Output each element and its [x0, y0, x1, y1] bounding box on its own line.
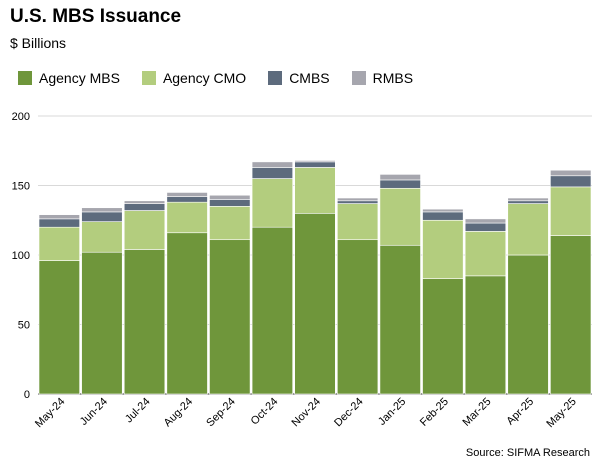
- bar-agency-cmo: [38, 226, 80, 261]
- bar-agency-mbs: [166, 232, 208, 395]
- y-tick-label: 0: [24, 389, 30, 401]
- bar-agency-cmo: [209, 206, 251, 241]
- legend-label-agency-cmo: Agency CMO: [162, 70, 247, 86]
- bar-agency-mbs: [251, 226, 293, 395]
- x-tick-label: May-25: [544, 396, 578, 430]
- x-tick-label: Jan-25: [376, 396, 408, 428]
- bar-agency-mbs: [507, 254, 549, 395]
- legend-swatch-cmbs: [268, 71, 283, 85]
- chart-title: U.S. MBS Issuance: [10, 6, 182, 27]
- bar-agency-cmo: [550, 186, 592, 236]
- bar-rmbs: [422, 208, 464, 213]
- bar-agency-mbs: [294, 213, 336, 395]
- bar-agency-cmo: [507, 203, 549, 256]
- x-tick-label: Nov-24: [290, 396, 324, 430]
- bar-agency-mbs: [379, 244, 421, 395]
- bar-agency-cmo: [166, 201, 208, 234]
- y-tick-label: 150: [12, 181, 30, 193]
- bar-rmbs: [81, 207, 123, 213]
- bar-agency-cmo: [337, 203, 379, 241]
- bar-cmbs: [251, 167, 293, 179]
- bar-rmbs: [123, 200, 166, 204]
- bar-rmbs: [38, 214, 80, 220]
- bar-agency-cmo: [294, 167, 336, 214]
- bar-rmbs: [251, 161, 293, 168]
- legend-item-rmbs: RMBS: [351, 70, 414, 86]
- bar-rmbs: [379, 174, 421, 181]
- bar-cmbs: [464, 222, 507, 232]
- bar-rmbs: [550, 169, 592, 177]
- bar-agency-cmo: [81, 221, 123, 253]
- source-note: Source: SIFMA Research: [465, 447, 590, 459]
- bar-agency-mbs: [337, 239, 379, 395]
- bar-cmbs: [337, 200, 379, 204]
- bar-cmbs: [38, 218, 80, 228]
- bar-cmbs: [422, 211, 464, 221]
- x-tick-label: Sep-24: [204, 396, 238, 430]
- x-tick-label: Jun-24: [78, 396, 110, 428]
- legend-swatch-agency-cmo: [141, 71, 156, 85]
- x-tick-label: Aug-24: [162, 396, 196, 430]
- bar-agency-mbs: [38, 260, 80, 395]
- bar-cmbs: [507, 200, 549, 204]
- y-tick-label: 200: [12, 111, 30, 123]
- bar-rmbs: [464, 218, 507, 224]
- x-tick-label: Feb-25: [418, 396, 451, 429]
- bar-cmbs: [209, 199, 251, 207]
- x-tick-label: May-24: [33, 396, 67, 430]
- bar-agency-mbs: [81, 251, 123, 395]
- bar-cmbs: [81, 211, 123, 222]
- legend-item-cmbs: CMBS: [268, 70, 330, 86]
- bar-agency-cmo: [251, 178, 293, 228]
- bar-rmbs: [166, 192, 208, 197]
- bar-agency-cmo: [123, 210, 166, 250]
- bar-cmbs: [294, 161, 336, 168]
- bar-agency-mbs: [550, 235, 592, 395]
- bar-rmbs: [209, 194, 251, 200]
- y-tick-label: 100: [12, 250, 30, 262]
- bar-cmbs: [166, 196, 208, 203]
- x-tick-label: Oct-24: [249, 396, 281, 428]
- legend-label-agency-mbs: Agency MBS: [39, 70, 120, 86]
- bar-agency-cmo: [422, 219, 464, 279]
- x-tick-label: Jul-24: [123, 396, 153, 426]
- bar-rmbs: [337, 197, 379, 202]
- bar-cmbs: [379, 179, 421, 189]
- legend-swatch-rmbs: [351, 71, 366, 85]
- bar-rmbs: [507, 197, 549, 202]
- legend-item-agency-mbs: Agency MBS: [18, 70, 120, 86]
- bar-agency-mbs: [209, 239, 251, 395]
- legend-label-rmbs: RMBS: [372, 70, 414, 86]
- x-tick-label: Mar-25: [460, 396, 493, 429]
- chart-legend: Agency MBS Agency CMO CMBS RMBS: [18, 70, 413, 86]
- bar-cmbs: [550, 175, 592, 188]
- bar-agency-mbs: [422, 278, 464, 395]
- legend-swatch-agency-mbs: [18, 71, 32, 85]
- bar-agency-mbs: [464, 275, 507, 395]
- x-tick-label: Dec-24: [332, 396, 366, 430]
- chart-subtitle: $ Billions: [10, 35, 67, 51]
- x-tick-label: Apr-25: [504, 396, 536, 428]
- bar-agency-cmo: [379, 187, 421, 246]
- bar-agency-mbs: [123, 249, 166, 395]
- legend-label-cmbs: CMBS: [289, 70, 330, 86]
- y-tick-label: 50: [18, 320, 30, 332]
- legend-item-agency-cmo: Agency CMO: [141, 70, 247, 86]
- bar-agency-cmo: [464, 231, 507, 277]
- bar-rmbs: [294, 160, 336, 163]
- bar-cmbs: [123, 203, 166, 211]
